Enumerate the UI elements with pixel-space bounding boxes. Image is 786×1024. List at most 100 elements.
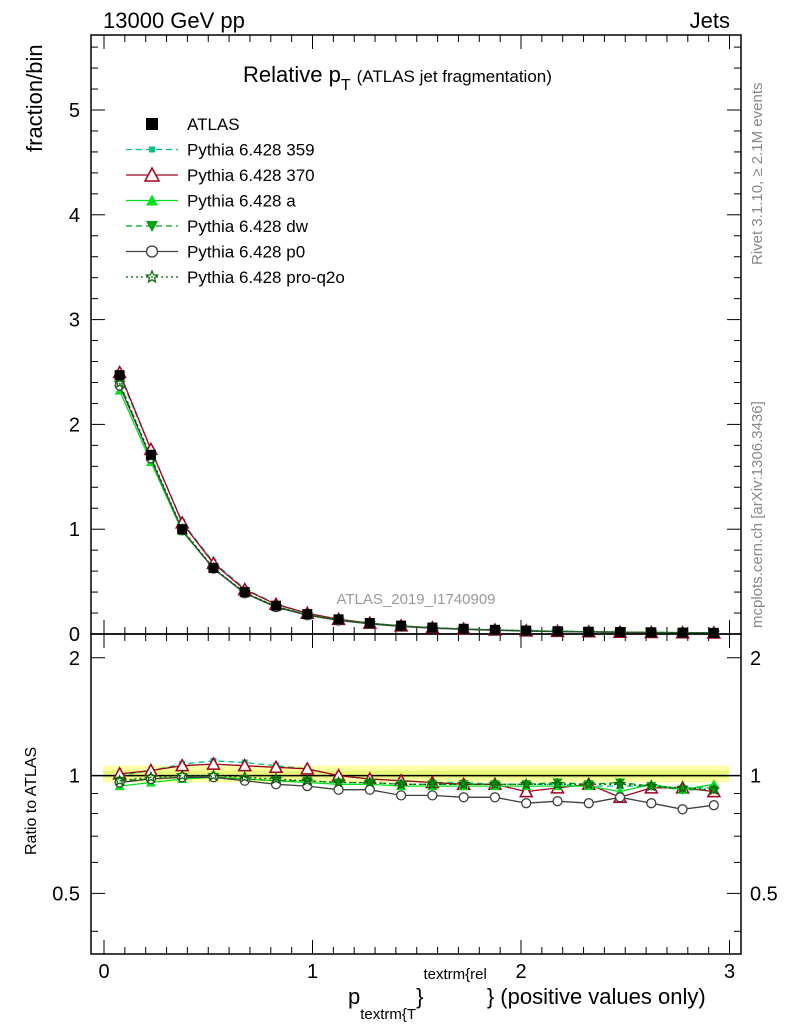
main-point-atlas <box>458 623 469 634</box>
main-point-atlas <box>552 626 563 637</box>
main-point-atlas <box>333 614 344 625</box>
main-y-tick-label: 0 <box>69 624 80 646</box>
chart-title: Relative pT (ATLAS jet fragmentation) <box>243 62 552 94</box>
ratio-point-pq2o <box>457 777 470 790</box>
ratio-panel-frame <box>90 633 742 955</box>
ratio-line-p359 <box>119 760 714 789</box>
ratio-point-pp0 <box>677 804 688 815</box>
ratio-point-pq2o <box>582 777 595 790</box>
legend-marker-p370 <box>143 166 161 182</box>
ratio-point-p370 <box>300 761 315 775</box>
ratio-y-tick-label-left: 0.5 <box>52 883 80 905</box>
ratio-point-pdw <box>615 778 626 788</box>
ratio-point-pq2o <box>363 775 377 788</box>
ratio-point-pp0 <box>646 798 657 809</box>
ratio-point-pp0 <box>427 790 438 801</box>
main-point-atlas <box>677 627 688 638</box>
ratio-point-pq2o <box>175 769 189 781</box>
legend-label: Pythia 6.428 370 <box>187 166 315 185</box>
legend-label: Pythia 6.428 dw <box>187 217 309 236</box>
x-tick-label: 0 <box>98 961 109 983</box>
ratio-point-pp0 <box>458 792 469 803</box>
legend-marker-pq2o <box>144 269 160 284</box>
ratio-line-pq2o <box>119 774 714 791</box>
legend-marker-pa <box>146 194 158 206</box>
mcplots-label: mcplots.cern.ch [arXiv:1306.3436] <box>749 401 766 628</box>
header-left: 13000 GeV pp <box>103 8 245 33</box>
main-point-atlas <box>489 624 500 635</box>
main-point-atlas <box>646 627 657 638</box>
ratio-point-pp0 <box>521 798 532 809</box>
legend-marker-p359 <box>149 146 155 153</box>
main-point-atlas <box>208 562 219 573</box>
ratio-point-pq2o <box>207 769 220 781</box>
uncertainty-band-group <box>103 765 729 783</box>
ratio-y-tick-label-right: 0.5 <box>750 883 778 905</box>
legend-label: Pythia 6.428 pro-q2o <box>187 268 345 287</box>
ratio-y-axis-label: Ratio to ATLAS <box>23 747 40 855</box>
main-y-tick-label: 5 <box>69 100 80 122</box>
main-point-pq2o <box>113 376 126 389</box>
ratio-point-pp0 <box>395 790 407 801</box>
ratio-point-pp0 <box>489 792 501 803</box>
x-tick-label: 1 <box>307 961 318 983</box>
main-point-atlas <box>396 620 407 631</box>
main-point-atlas <box>521 625 532 636</box>
main-line-pq2o <box>119 382 714 634</box>
ratio-y-tick-label-left: 2 <box>69 648 80 670</box>
main-y-tick-label: 3 <box>69 310 80 332</box>
ratio-y-tick-label-right: 2 <box>750 648 761 670</box>
ratio-point-pq2o <box>238 770 251 783</box>
legend-marker-ATLAS <box>146 118 158 130</box>
main-point-atlas <box>177 524 188 535</box>
ratio-point-pp0 <box>708 800 720 811</box>
ratio-point-pdw <box>552 778 563 788</box>
ratio-point-pq2o <box>520 777 533 790</box>
x-tick-label: 3 <box>724 961 735 983</box>
ratio-point-pq2o <box>676 781 689 794</box>
rivet-label: Rivet 3.1.10, ≥ 2.1M events <box>749 83 766 266</box>
ratio-point-p370 <box>518 784 534 798</box>
legend: ATLAS Pythia 6.428 359 Pythia 6.428 370 Pyt… <box>126 115 345 287</box>
main-series-group <box>112 364 722 639</box>
watermark: ATLAS_2019_I1740909 <box>336 591 495 608</box>
ratio-point-pq2o <box>645 779 658 792</box>
ratio-y-tick-label-left: 1 <box>69 766 80 788</box>
main-point-atlas <box>427 622 438 633</box>
ratio-point-pq2o <box>488 777 502 790</box>
main-point-atlas <box>145 449 156 460</box>
legend-label: Pythia 6.428 p0 <box>187 243 305 262</box>
main-point-atlas <box>364 617 375 628</box>
ratio-point-pq2o <box>332 775 345 788</box>
ratio-stat-band <box>103 770 729 779</box>
main-y-tick-label: 4 <box>69 205 80 227</box>
legend-marker-pdw <box>146 221 158 232</box>
main-point-atlas <box>583 626 594 637</box>
ratio-point-pq2o <box>144 770 158 783</box>
ratio-point-pq2o <box>426 777 439 790</box>
main-point-atlas <box>239 587 250 598</box>
ratio-line-p370 <box>119 763 714 798</box>
legend-marker-pp0 <box>145 245 159 258</box>
main-point-atlas <box>114 370 125 381</box>
ratio-point-pq2o <box>269 772 283 785</box>
legend-label: Pythia 6.428 a <box>187 192 296 211</box>
main-point-atlas <box>271 600 282 611</box>
ratio-point-pp0 <box>583 798 594 809</box>
main-point-atlas <box>302 609 313 620</box>
x-axis-label: ptextrm{T}textrm{rel} (positive values o… <box>348 966 706 1023</box>
ratio-point-p370 <box>268 759 284 774</box>
header-right: Jets <box>690 8 730 33</box>
main-y-axis-label: fraction/bin <box>22 44 47 152</box>
ratio-point-pq2o <box>301 774 314 787</box>
ratio-point-pq2o <box>707 783 721 796</box>
ratio-line-pp0 <box>119 776 714 810</box>
main-point-atlas <box>708 627 719 638</box>
ratio-point-p370 <box>206 756 221 770</box>
x-tick-label: 2 <box>515 961 526 983</box>
main-point-atlas <box>615 627 626 638</box>
ratio-series-group <box>112 756 722 815</box>
ratio-y-tick-label-right: 1 <box>750 766 761 788</box>
ratio-point-pq2o <box>551 777 564 790</box>
